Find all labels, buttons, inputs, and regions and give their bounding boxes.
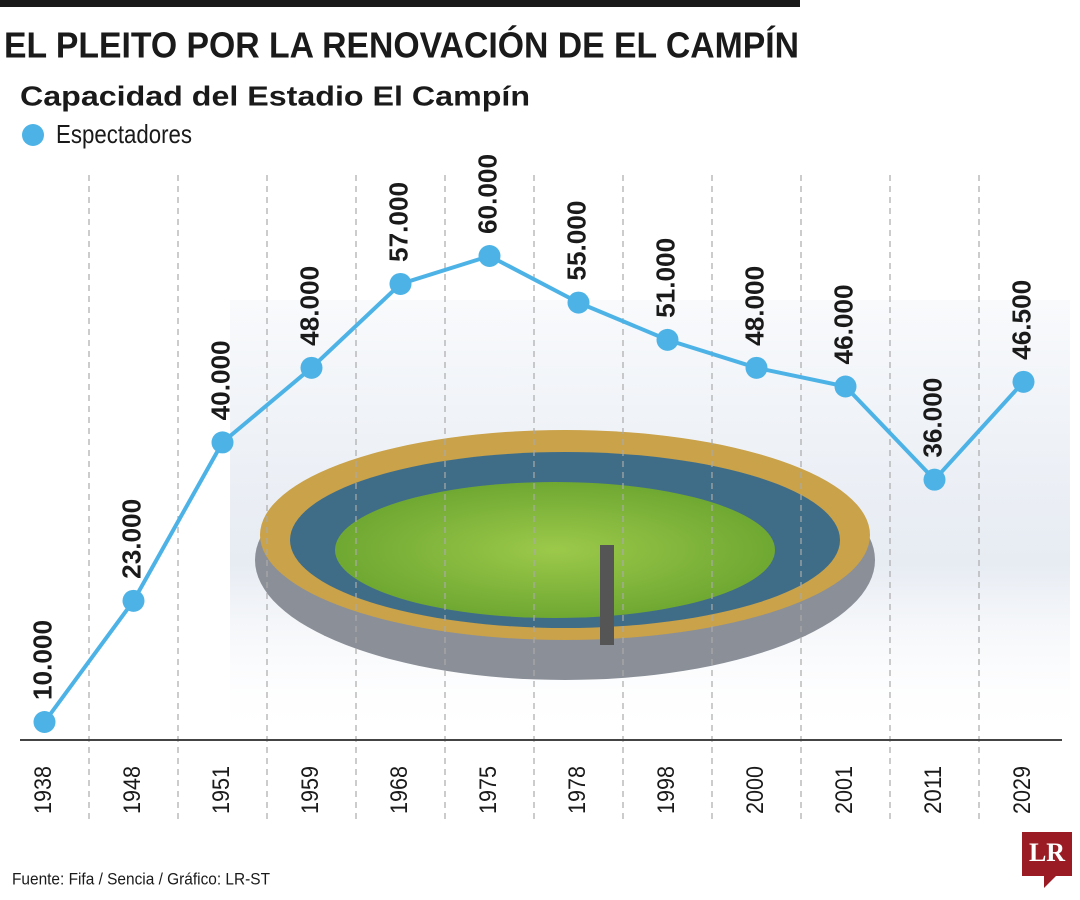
value-label: 51.000 [650,238,680,318]
x-tick-label: 2000 [742,766,769,814]
legend: Espectadores [22,119,192,149]
legend-label: Espectadores [56,119,192,149]
value-label: 36.000 [917,378,947,458]
data-point [923,468,946,491]
plot-area: 1938 1948 1951 1959 1968 1975 1978 1998 2000 2001… [27,154,1036,822]
data-point [1012,370,1035,393]
data-point [389,272,412,295]
x-tick-label: 1948 [119,766,146,814]
x-tick-label: 1951 [208,766,235,814]
value-label: 48.000 [294,266,324,346]
data-point [567,291,590,314]
data-point [834,375,857,398]
x-tick-label: 2011 [920,766,947,814]
value-label: 40.000 [205,340,235,420]
logo-box [1022,832,1072,876]
value-label: 48.000 [739,266,769,346]
legend-marker [22,124,44,146]
x-tick-label: 1938 [30,766,57,814]
top-bar [0,0,800,7]
x-tick-label: 2001 [831,766,858,814]
data-point [478,245,501,267]
source: Fuente: Fifa / Sencia / Gráfico: LR-ST [12,869,270,888]
chart-subtitle: Capacidad del Estadio El Campín [20,80,530,111]
data-point [300,356,323,379]
logo: LR [1022,832,1072,888]
data-point [656,328,679,351]
value-label: 23.000 [116,499,146,579]
value-label: 57.000 [383,182,413,262]
stadium-illustration [255,430,875,680]
x-tick-label: 1968 [386,766,413,814]
x-tick-label: 2029 [1009,766,1036,814]
x-tick-label: 1978 [564,766,591,814]
value-label: 60.000 [472,154,502,234]
value-label: 46.000 [828,284,858,364]
data-point [122,589,145,612]
value-label: 55.000 [561,201,591,281]
logo-tail [1044,876,1056,888]
chart-title: EL PLEITO POR LA RENOVACIÓN DE EL CAMPÍN [4,24,799,66]
data-point [745,356,768,379]
x-tick-label: 1998 [653,766,680,814]
value-label: 46.500 [1006,280,1036,360]
logo-text: LR [1029,838,1065,867]
data-line [42,254,1025,724]
value-label: 10.000 [27,620,57,700]
x-tick-label: 1959 [297,766,324,814]
data-point [33,711,56,733]
x-tick-label: 1975 [475,766,502,814]
data-point [211,431,234,454]
